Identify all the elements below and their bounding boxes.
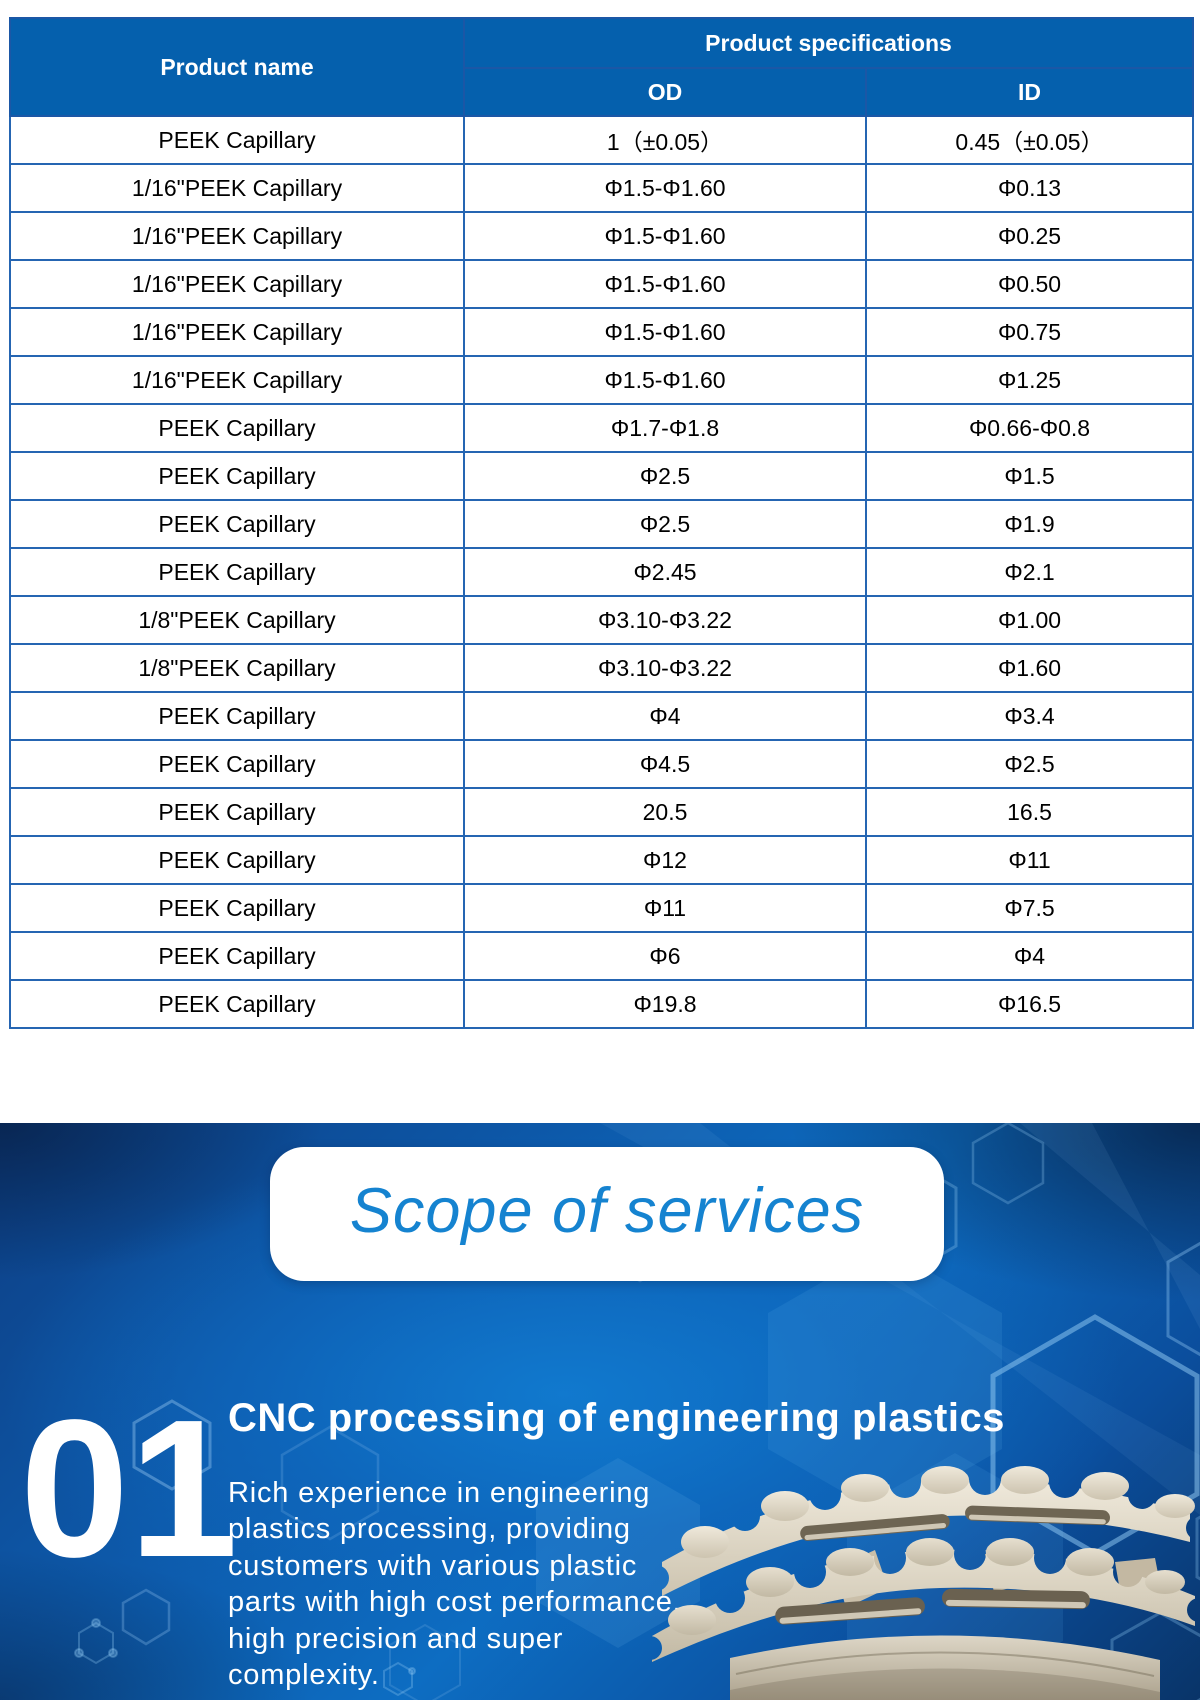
- table-row: PEEK Capillary Φ2.5 Φ1.9: [9, 499, 1195, 549]
- id-cell: Φ0.13: [864, 163, 1195, 213]
- product-name-cell: PEEK Capillary: [9, 115, 465, 165]
- table-row: 1/16"PEEK Capillary Φ1.5-Φ1.60 Φ0.13: [9, 163, 1195, 213]
- od-cell: Φ11: [463, 883, 867, 933]
- od-cell: Φ1.5-Φ1.60: [463, 259, 867, 309]
- product-name-cell: PEEK Capillary: [9, 835, 465, 885]
- id-cell: Φ4: [864, 931, 1195, 981]
- id-cell: Φ16.5: [864, 979, 1195, 1029]
- od-cell: Φ4.5: [463, 739, 867, 789]
- id-cell: Φ0.75: [864, 307, 1195, 357]
- service-description: Rich experience in engineering plastics …: [228, 1477, 682, 1692]
- id-cell: Φ11: [864, 835, 1195, 885]
- od-cell: Φ12: [463, 835, 867, 885]
- table-row: PEEK Capillary 20.5 16.5: [9, 787, 1195, 837]
- od-cell: Φ2.5: [463, 451, 867, 501]
- services-section: Scope of services 01 CNC processing of e…: [0, 1123, 1200, 1700]
- scope-of-services-badge: Scope of services: [270, 1147, 944, 1281]
- product-spec-table: Product name Product specifications OD I…: [9, 17, 1195, 1029]
- product-name-cell: 1/16"PEEK Capillary: [9, 259, 465, 309]
- od-cell: Φ3.10-Φ3.22: [463, 595, 867, 645]
- id-cell: Φ2.1: [864, 547, 1195, 597]
- table-row: PEEK Capillary Φ11 Φ7.5: [9, 883, 1195, 933]
- id-cell: Φ1.5: [864, 451, 1195, 501]
- id-cell: 0.45（±0.05）: [864, 115, 1195, 165]
- od-cell: Φ1.7-Φ1.8: [463, 403, 867, 453]
- table-row: PEEK Capillary Φ4.5 Φ2.5: [9, 739, 1195, 789]
- product-name-cell: PEEK Capillary: [9, 931, 465, 981]
- id-cell: Φ0.25: [864, 211, 1195, 261]
- table-row: PEEK Capillary 1（±0.05） 0.45（±0.05）: [9, 115, 1195, 165]
- table-row: PEEK Capillary Φ12 Φ11: [9, 835, 1195, 885]
- od-cell: Φ1.5-Φ1.60: [463, 163, 867, 213]
- id-cell: Φ1.9: [864, 499, 1195, 549]
- product-name-cell: 1/16"PEEK Capillary: [9, 163, 465, 213]
- table-row: PEEK Capillary Φ2.45 Φ2.1: [9, 547, 1195, 597]
- id-cell: Φ0.66-Φ0.8: [864, 403, 1195, 453]
- od-cell: 1（±0.05）: [463, 115, 867, 165]
- scope-of-services-title: Scope of services: [349, 1176, 865, 1246]
- table-row: PEEK Capillary Φ6 Φ4: [9, 931, 1195, 981]
- od-header: OD: [463, 67, 867, 117]
- id-header: ID: [864, 67, 1195, 117]
- od-cell: Φ1.5-Φ1.60: [463, 355, 867, 405]
- id-cell: Φ1.25: [864, 355, 1195, 405]
- od-cell: 20.5: [463, 787, 867, 837]
- id-cell: Φ0.50: [864, 259, 1195, 309]
- product-name-cell: 1/16"PEEK Capillary: [9, 355, 465, 405]
- od-cell: Φ19.8: [463, 979, 867, 1029]
- od-cell: Φ1.5-Φ1.60: [463, 211, 867, 261]
- table-header: Product name Product specifications OD I…: [9, 17, 1195, 117]
- product-name-cell: 1/8"PEEK Capillary: [9, 595, 465, 645]
- product-name-header: Product name: [9, 17, 465, 117]
- table-row: 1/8"PEEK Capillary Φ3.10-Φ3.22 Φ1.00: [9, 595, 1195, 645]
- service-title: CNC processing of engineering plastics: [228, 1396, 1005, 1440]
- product-name-cell: PEEK Capillary: [9, 883, 465, 933]
- plastic-part-image: [652, 1466, 1195, 1700]
- id-cell: Φ3.4: [864, 691, 1195, 741]
- product-name-cell: PEEK Capillary: [9, 691, 465, 741]
- od-cell: Φ2.5: [463, 499, 867, 549]
- product-name-cell: PEEK Capillary: [9, 547, 465, 597]
- product-name-cell: 1/8"PEEK Capillary: [9, 643, 465, 693]
- product-name-cell: 1/16"PEEK Capillary: [9, 211, 465, 261]
- id-cell: Φ1.00: [864, 595, 1195, 645]
- table-body: PEEK Capillary 1（±0.05） 0.45（±0.05） 1/16"PE…: [9, 115, 1195, 1029]
- product-name-cell: PEEK Capillary: [9, 979, 465, 1029]
- table-row: PEEK Capillary Φ1.7-Φ1.8 Φ0.66-Φ0.8: [9, 403, 1195, 453]
- od-cell: Φ4: [463, 691, 867, 741]
- id-cell: Φ7.5: [864, 883, 1195, 933]
- product-name-cell: PEEK Capillary: [9, 787, 465, 837]
- id-cell: 16.5: [864, 787, 1195, 837]
- product-name-cell: 1/16"PEEK Capillary: [9, 307, 465, 357]
- table-row: 1/16"PEEK Capillary Φ1.5-Φ1.60 Φ0.75: [9, 307, 1195, 357]
- table-row: PEEK Capillary Φ2.5 Φ1.5: [9, 451, 1195, 501]
- product-name-cell: PEEK Capillary: [9, 403, 465, 453]
- service-number: 01: [20, 1379, 239, 1598]
- table-row: 1/16"PEEK Capillary Φ1.5-Φ1.60 Φ1.25: [9, 355, 1195, 405]
- table-row: 1/8"PEEK Capillary Φ3.10-Φ3.22 Φ1.60: [9, 643, 1195, 693]
- product-name-cell: PEEK Capillary: [9, 739, 465, 789]
- table-row: 1/16"PEEK Capillary Φ1.5-Φ1.60 Φ0.25: [9, 211, 1195, 261]
- table-row: PEEK Capillary Φ4 Φ3.4: [9, 691, 1195, 741]
- od-cell: Φ3.10-Φ3.22: [463, 643, 867, 693]
- od-cell: Φ1.5-Φ1.60: [463, 307, 867, 357]
- table-row: PEEK Capillary Φ19.8 Φ16.5: [9, 979, 1195, 1029]
- product-specifications-header: Product specifications: [462, 17, 1195, 69]
- od-cell: Φ2.45: [463, 547, 867, 597]
- product-name-cell: PEEK Capillary: [9, 451, 465, 501]
- id-cell: Φ2.5: [864, 739, 1195, 789]
- table-row: 1/16"PEEK Capillary Φ1.5-Φ1.60 Φ0.50: [9, 259, 1195, 309]
- product-name-cell: PEEK Capillary: [9, 499, 465, 549]
- od-cell: Φ6: [463, 931, 867, 981]
- id-cell: Φ1.60: [864, 643, 1195, 693]
